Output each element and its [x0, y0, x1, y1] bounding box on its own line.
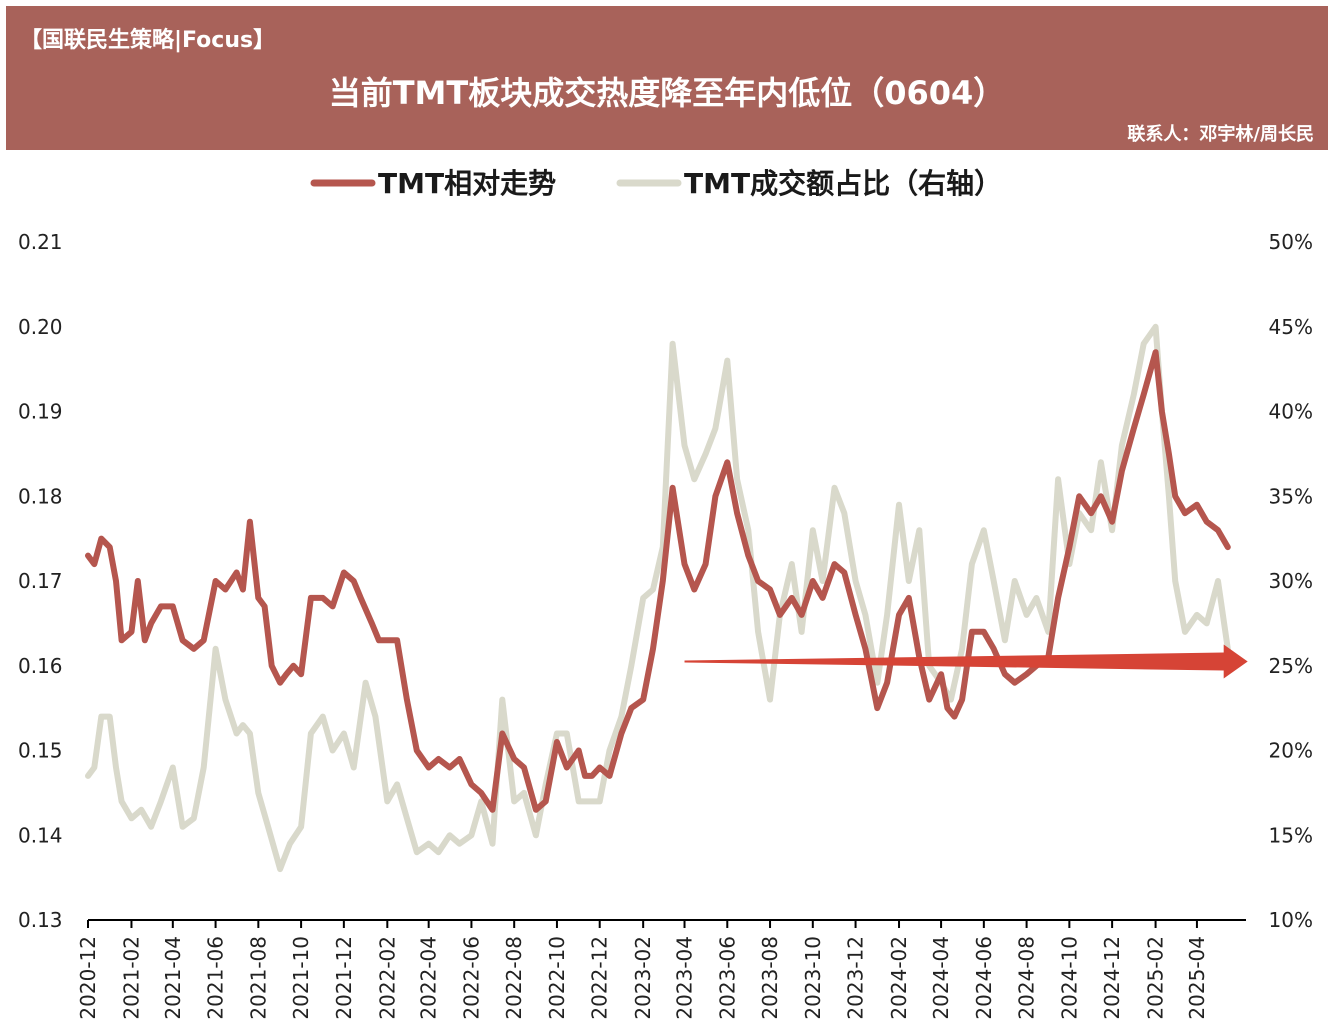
series-line-share [85, 323, 1231, 873]
legend-label-share: TMT成交额占比（右轴） [684, 167, 1002, 200]
left-y-tick-label: 0.21 [18, 230, 63, 254]
contact-info: 联系人：邓宇林/周长民 [1127, 124, 1314, 145]
x-tick-label: 2022-08 [502, 936, 526, 1020]
x-tick-label: 2022-02 [375, 936, 399, 1020]
series-line-relative [85, 349, 1231, 813]
left-y-tick-label: 0.13 [18, 908, 63, 932]
left-y-tick-label: 0.18 [18, 484, 63, 508]
x-axis: 2020-12 2021-02 2021-04 2021-06 2021-08 2021-… [76, 919, 1246, 1020]
x-tick-label: 2023-02 [631, 936, 655, 1020]
right-y-tick-label: 35% [1269, 484, 1313, 508]
left-y-tick-label: 0.19 [18, 400, 63, 424]
x-tick-label: 2022-10 [545, 936, 569, 1020]
x-tick-label: 2022-06 [459, 936, 483, 1020]
annotation-arrow [684, 644, 1248, 679]
left-y-tick-label: 0.14 [18, 823, 63, 847]
left-y-tick-label: 0.17 [18, 569, 63, 593]
x-tick-label: 2025-04 [1185, 936, 1209, 1020]
x-tick-label: 2021-04 [161, 936, 185, 1020]
left-y-tick-label: 0.20 [18, 315, 63, 339]
right-y-axis: 50% 45% 40% 35% 30% 25% 20% 15% 10% [1269, 230, 1313, 932]
right-y-tick-label: 10% [1269, 908, 1313, 932]
x-tick-label: 2021-10 [289, 936, 313, 1020]
x-tick-label: 2023-04 [673, 936, 697, 1020]
right-y-tick-label: 45% [1269, 315, 1313, 339]
right-y-tick-label: 15% [1269, 823, 1313, 847]
right-y-tick-label: 40% [1269, 400, 1313, 424]
chart-title: 当前TMT板块成交热度降至年内低位（0604） [328, 74, 1006, 112]
left-y-tick-label: 0.15 [18, 739, 63, 763]
right-y-tick-label: 20% [1269, 739, 1313, 763]
right-y-tick-label: 30% [1269, 569, 1313, 593]
legend-label-relative: TMT相对走势 [378, 167, 556, 200]
right-y-tick-label: 25% [1269, 654, 1313, 678]
left-y-tick-label: 0.16 [18, 654, 63, 678]
x-tick-label: 2021-12 [332, 936, 356, 1020]
right-y-tick-label: 50% [1269, 230, 1313, 254]
x-tick-label: 2024-02 [887, 936, 911, 1020]
x-tick-label: 2023-06 [715, 936, 739, 1020]
header-banner: 【国联民生策略|Focus】 当前TMT板块成交热度降至年内低位（0604） 联… [6, 6, 1328, 150]
series-layer [85, 323, 1231, 873]
x-tick-label: 2024-10 [1057, 936, 1081, 1020]
x-tick-label: 2022-04 [417, 936, 441, 1020]
x-tick-label: 2021-08 [246, 936, 270, 1020]
x-tick-label: 2021-02 [119, 936, 143, 1020]
x-tick-label: 2024-08 [1015, 936, 1039, 1020]
x-tick-label: 2020-12 [76, 936, 100, 1020]
x-tick-label: 2021-06 [204, 936, 228, 1020]
annotation-layer [684, 644, 1248, 679]
x-tick-label: 2022-12 [588, 936, 612, 1020]
legend: TMT相对走势 TMT成交额占比（右轴） [310, 167, 1002, 200]
x-tick-label: 2023-10 [801, 936, 825, 1020]
x-tick-label: 2024-06 [972, 936, 996, 1020]
x-tick-label: 2024-12 [1100, 936, 1124, 1020]
x-tick-label: 2023-12 [844, 936, 868, 1020]
x-tick-label: 2023-08 [758, 936, 782, 1020]
x-tick-label: 2025-02 [1144, 936, 1168, 1020]
report-tag: 【国联民生策略|Focus】 [20, 28, 276, 53]
x-tick-label: 2024-04 [929, 936, 953, 1020]
left-y-axis: 0.21 0.20 0.19 0.18 0.17 0.16 0.15 0.14 0.13 [18, 230, 63, 932]
